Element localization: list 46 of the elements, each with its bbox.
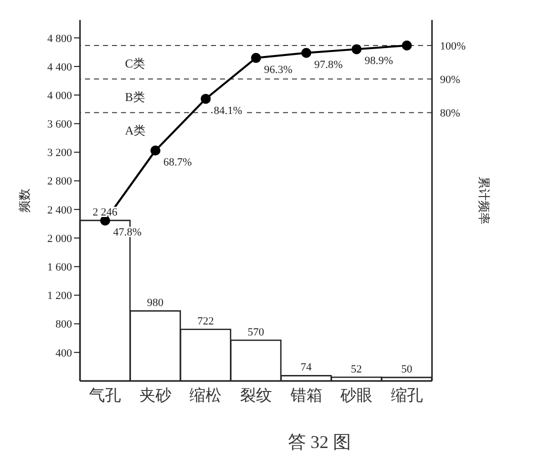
data-label: 722 [197, 315, 214, 328]
point [200, 94, 211, 104]
point [251, 52, 261, 63]
x-tick-label: 砂眼 [340, 386, 373, 404]
x-tick-label: 错箱 [289, 387, 322, 404]
data-label: 97.8% [314, 58, 343, 71]
point [352, 44, 362, 54]
data-label: 84.1% [214, 104, 242, 117]
y-tick-label: 2 000 [47, 232, 72, 245]
data-label: 980 [147, 296, 164, 309]
y-tick-label: 400 [56, 347, 72, 360]
ref-line-label: A类 [125, 124, 146, 138]
point [150, 146, 160, 156]
y2-tick-label: 90% [440, 74, 460, 86]
point [301, 48, 312, 58]
y-tick-label: 2 400 [47, 204, 72, 216]
y-tick-label: 1 200 [47, 290, 72, 302]
data-label: 52 [350, 363, 362, 376]
x-tick-label: 气孔 [89, 387, 122, 404]
data-label: 570 [248, 326, 265, 338]
ref-line-label: B类 [125, 90, 146, 104]
data-label: 98.9% [364, 55, 393, 68]
ref-line-label: C类 [125, 56, 146, 70]
x-tick-label: 裂纹 [240, 387, 272, 404]
y-tick-label: 4 400 [47, 61, 72, 74]
x-tick-label: 夹砂 [139, 386, 172, 404]
y-tick-label: 4 800 [47, 32, 72, 45]
y-axis-title: 频数 [17, 188, 32, 212]
y-tick-label: 4 000 [47, 90, 72, 102]
y-tick-label: 3 600 [47, 118, 72, 131]
y2-axis-title: 累计频率 [476, 176, 491, 224]
y2-tick-label: 80% [440, 108, 460, 120]
y-tick-label: 1 600 [47, 262, 72, 274]
y-tick-label: 2 800 [47, 176, 72, 188]
data-label: 74 [300, 362, 312, 374]
y-tick-label: 3 200 [47, 147, 72, 160]
y2-tick-label: 100% [440, 40, 466, 52]
data-label: 50 [401, 363, 413, 376]
x-tick-label: 缩松 [190, 386, 222, 404]
point [100, 216, 110, 226]
y-tick-label: 800 [56, 318, 72, 331]
data-label: 68.7% [163, 156, 192, 169]
x-tick-label: 缩孔 [390, 386, 423, 404]
text: 答 32 图 [287, 431, 352, 454]
data-label: 96.3% [264, 64, 292, 76]
point [402, 40, 412, 50]
